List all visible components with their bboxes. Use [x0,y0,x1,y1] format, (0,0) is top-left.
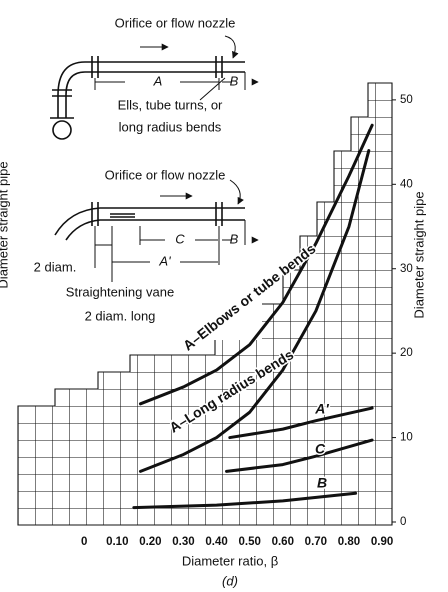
grid-pattern [17,82,393,526]
y-axis-label: Diameter straight pipe [0,161,10,288]
dimension-label: A' [158,253,171,268]
inset-background [0,0,262,340]
x-tick-label: 0.20 [139,536,161,548]
dimension-label: A [153,73,163,88]
diagram-note: long radius bends [119,119,222,134]
x-tick-label: 0.50 [238,536,260,548]
y-tick-label: 40 [400,178,413,190]
series-label: A' [314,401,329,417]
x-tick-label: 0.70 [305,536,327,548]
x-tick-label: 0 [81,536,87,548]
curve [225,438,374,473]
diagram-label: Orifice or flow nozzle [115,15,236,30]
dimension-label: B [230,231,239,246]
x-tick-label: 0.10 [106,536,128,548]
x-tick-label: 0.90 [371,536,393,548]
x-axis-label: Diameter ratio, β [182,553,278,568]
y-tick-label: 50 [400,94,413,106]
y-tick-label: 20 [400,347,413,359]
y-tick-label: 30 [400,263,413,275]
y-tick-label: 0 [400,516,406,528]
y-tick-label: 10 [400,432,413,444]
curve [132,491,358,510]
diagram-note: Ells, tube turns, or [118,97,223,112]
x-tick-label: 0.40 [205,536,227,548]
curve [138,149,371,473]
diagram-note: 2 diam. long [85,308,156,323]
diagram-label: Orifice or flow nozzle [105,167,226,182]
series-label: B [317,475,327,491]
diagram-note: Straightening vane [66,284,174,299]
x-tick-label: 0.60 [272,536,294,548]
caption: (d) [222,573,238,588]
x-tick-label: 0.30 [172,536,194,548]
y-axis-label: Diameter straight pipe [411,191,426,318]
dimension-label: B [230,73,239,88]
x-tick-label: 0.80 [338,536,360,548]
dimension-label: C [175,231,185,246]
curve [228,406,374,440]
diagram-note: 2 diam. [34,259,77,274]
inset-diagram [50,35,258,282]
series-label: C [315,441,326,457]
curve [138,123,374,406]
